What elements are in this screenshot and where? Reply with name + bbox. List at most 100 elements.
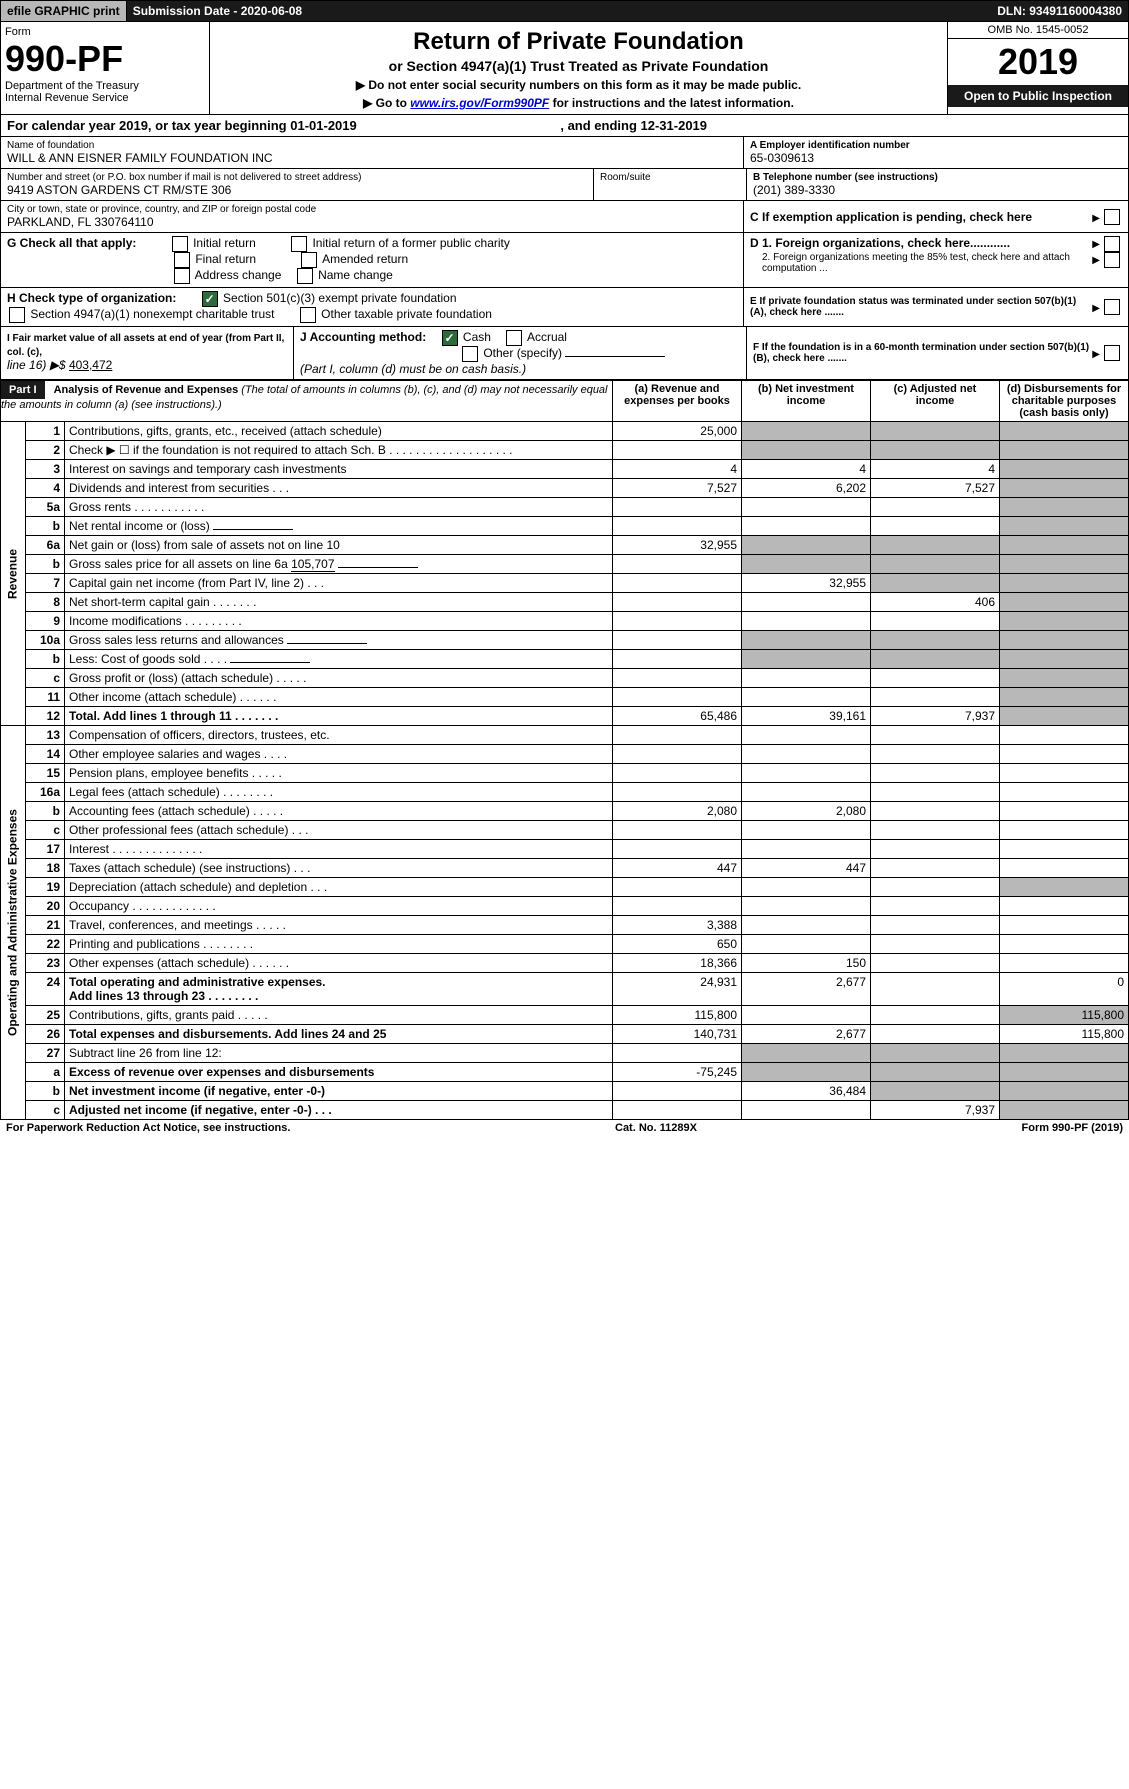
row-26: 26Total expenses and disbursements. Add … [1,1025,1129,1044]
check-4947[interactable] [9,307,25,323]
row-12: 12Total. Add lines 1 through 11 . . . . … [1,707,1129,726]
check-c[interactable] [1104,209,1120,225]
row-8: 8Net short-term capital gain . . . . . .… [1,593,1129,612]
efile-btn[interactable]: efile GRAPHIC print [1,1,127,21]
row-2: 2Check ▶ ☐ if the foundation is not requ… [1,441,1129,460]
check-final[interactable] [174,252,190,268]
col-a-header: (a) Revenue and expenses per books [613,381,742,422]
i-j-f-row: I Fair market value of all assets at end… [0,327,1129,380]
row-16a: 16aLegal fees (attach schedule) . . . . … [1,783,1129,802]
g-d-row: G Check all that apply: Initial return I… [0,233,1129,288]
j-note: (Part I, column (d) must be on cash basi… [300,362,526,376]
page-footer: For Paperwork Reduction Act Notice, see … [0,1120,1129,1136]
row-27c: cAdjusted net income (if negative, enter… [1,1101,1129,1120]
form-subtitle: or Section 4947(a)(1) Trust Treated as P… [214,58,943,74]
i-label: I Fair market value of all assets at end… [7,333,284,358]
check-initial[interactable] [172,236,188,252]
check-initial-public[interactable] [291,236,307,252]
city-value: PARKLAND, FL 330764110 [7,215,737,229]
form-number: 990-PF [5,38,205,80]
check-accrual[interactable] [506,330,522,346]
row-10a: 10aGross sales less returns and allowanc… [1,631,1129,650]
foundation-name: WILL & ANN EISNER FAMILY FOUNDATION INC [7,151,737,165]
addr-label: Number and street (or P.O. box number if… [7,172,587,183]
check-other-method[interactable] [462,346,478,362]
d2: 2. Foreign organizations meeting the 85%… [750,252,1092,274]
arrow-icon [1092,210,1102,224]
h-label: H Check type of organization: [7,291,176,305]
row-16c: cOther professional fees (attach schedul… [1,821,1129,840]
irs-link[interactable]: www.irs.gov/Form990PF [410,96,549,110]
row-16b: bAccounting fees (attach schedule) . . .… [1,802,1129,821]
row-13: Operating and Administrative Expenses13C… [1,726,1129,745]
address: 9419 ASTON GARDENS CT RM/STE 306 [7,183,587,197]
h-e-row: H Check type of organization: Section 50… [0,288,1129,327]
j-label: J Accounting method: [300,330,426,344]
goto-note: ▶ Go to www.irs.gov/Form990PF for instru… [214,96,943,110]
room-label: Room/suite [600,172,740,183]
part1-table: Part I Analysis of Revenue and Expenses … [0,380,1129,1120]
row-15: 15Pension plans, employee benefits . . .… [1,764,1129,783]
row-11: 11Other income (attach schedule) . . . .… [1,688,1129,707]
submission-date: Submission Date - 2020-06-08 [127,1,308,21]
omb-number: OMB No. 1545-0052 [948,22,1128,39]
d1: D 1. Foreign organizations, check here..… [750,236,1092,252]
city-row: City or town, state or province, country… [0,201,1129,233]
col-c-header: (c) Adjusted net income [871,381,1000,422]
row-1: Revenue1Contributions, gifts, grants, et… [1,422,1129,441]
ein-value: 65-0309613 [750,151,1122,165]
city-label: City or town, state or province, country… [7,204,737,215]
row-22: 22Printing and publications . . . . . . … [1,935,1129,954]
row-5a: 5aGross rents . . . . . . . . . . . [1,498,1129,517]
row-20: 20Occupancy . . . . . . . . . . . . . [1,897,1129,916]
row-24: 24Total operating and administrative exp… [1,973,1129,1006]
section-label: Operating and Administrative Expenses [1,726,26,1120]
row-10c: cGross profit or (loss) (attach schedule… [1,669,1129,688]
check-amended[interactable] [301,252,317,268]
row-25: 25Contributions, gifts, grants paid . . … [1,1006,1129,1025]
section-label: Revenue [1,422,26,726]
row-4: 4Dividends and interest from securities … [1,479,1129,498]
part1-badge: Part I [1,381,45,399]
check-501c3[interactable] [202,291,218,307]
form-label: Form [5,26,205,38]
row-5b: bNet rental income or (loss) [1,517,1129,536]
col-d-header: (d) Disbursements for charitable purpose… [1000,381,1129,422]
form-header: Form 990-PF Department of the Treasury I… [0,22,1129,115]
fmv-value: 403,472 [69,358,112,372]
row-23: 23Other expenses (attach schedule) . . .… [1,954,1129,973]
g-label: G Check all that apply: [7,236,136,250]
check-addr-change[interactable] [174,268,190,284]
check-e[interactable] [1104,299,1120,315]
telephone: (201) 389-3330 [753,183,1122,197]
row-17: 17Interest . . . . . . . . . . . . . . [1,840,1129,859]
sec-e: E If private foundation status was termi… [750,296,1092,318]
cat-number: Cat. No. 11289X [615,1122,697,1134]
row-10b: bLess: Cost of goods sold . . . . [1,650,1129,669]
topbar: efile GRAPHIC print Submission Date - 20… [0,0,1129,22]
check-other-taxable[interactable] [300,307,316,323]
check-d2[interactable] [1104,252,1120,268]
open-public: Open to Public Inspection [948,85,1128,107]
check-d1[interactable] [1104,236,1120,252]
dln: DLN: 93491160004380 [991,1,1128,21]
row-3: 3Interest on savings and temporary cash … [1,460,1129,479]
part1-heading: Analysis of Revenue and Expenses [54,384,239,396]
tel-label: B Telephone number (see instructions) [753,172,1122,183]
name-ein-row: Name of foundation WILL & ANN EISNER FAM… [0,137,1129,169]
form-footer: Form 990-PF (2019) [1022,1122,1123,1134]
row-6a: 6aNet gain or (loss) from sale of assets… [1,536,1129,555]
form-title: Return of Private Foundation [214,28,943,56]
ssn-warning: ▶ Do not enter social security numbers o… [214,78,943,92]
ein-label: A Employer identification number [750,140,1122,151]
dept-treasury: Department of the Treasury [5,80,205,92]
row-6b: bGross sales price for all assets on lin… [1,555,1129,574]
sec-f: F If the foundation is in a 60-month ter… [753,342,1092,364]
check-f[interactable] [1104,345,1120,361]
calendar-year-row: For calendar year 2019, or tax year begi… [0,115,1129,137]
row-19: 19Depreciation (attach schedule) and dep… [1,878,1129,897]
col-b-header: (b) Net investment income [742,381,871,422]
check-cash[interactable] [442,330,458,346]
check-name-change[interactable] [297,268,313,284]
row-18: 18Taxes (attach schedule) (see instructi… [1,859,1129,878]
